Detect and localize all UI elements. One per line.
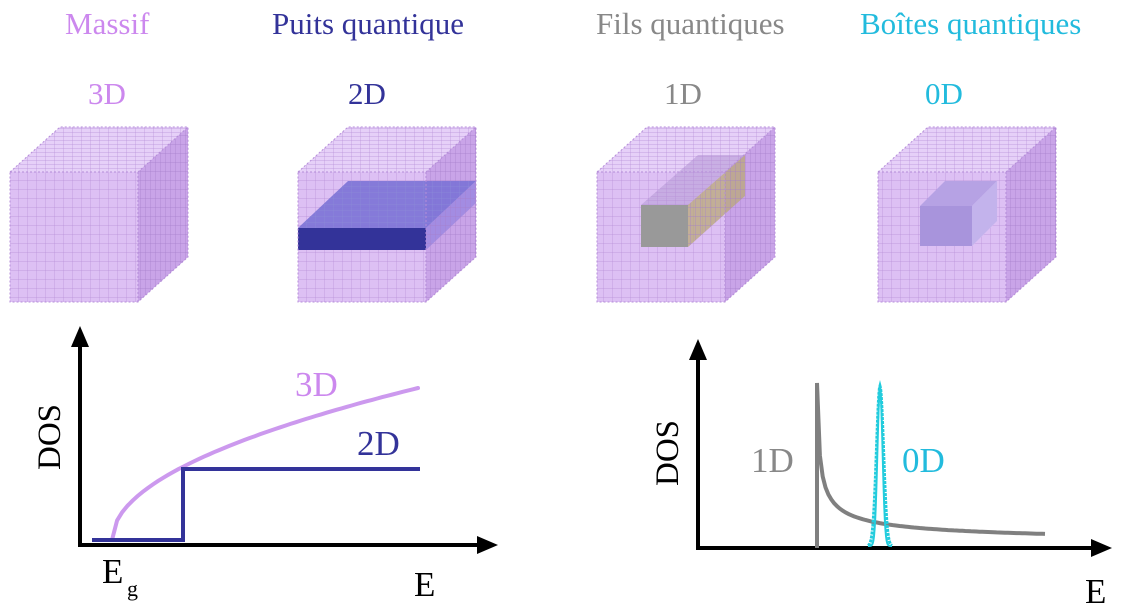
- label-2d: 2D: [357, 424, 400, 463]
- wire-front-face: [641, 205, 688, 247]
- left-y-axis-arrow: [71, 326, 89, 347]
- step-2d: [92, 469, 420, 540]
- label-3d: 3D: [295, 365, 338, 404]
- curve-3d: [112, 388, 418, 540]
- right-y-label: DOS: [650, 420, 686, 486]
- eg-subscript: g: [127, 576, 138, 601]
- cube-massif: [10, 127, 188, 302]
- plot-left: DOS E E g 3D 2D: [32, 326, 498, 604]
- cube-boites-quantiques: [878, 127, 1056, 302]
- left-y-label: DOS: [32, 404, 68, 470]
- left-x-axis-arrow: [477, 536, 498, 554]
- right-x-axis-arrow: [1091, 539, 1112, 557]
- cube-fils-quantiques: [597, 127, 775, 302]
- well-front-face: [298, 228, 426, 250]
- right-y-axis-arrow: [689, 339, 707, 360]
- right-x-label: E: [1085, 572, 1106, 606]
- eg-label: E: [102, 552, 123, 591]
- label-0d: 0D: [902, 441, 945, 480]
- cube-puits-quantique: [298, 127, 476, 302]
- plot-right: DOS E 1D 0D: [650, 339, 1112, 606]
- label-1d: 1D: [751, 441, 794, 480]
- left-x-label: E: [414, 565, 435, 604]
- dot-front-face: [920, 206, 972, 246]
